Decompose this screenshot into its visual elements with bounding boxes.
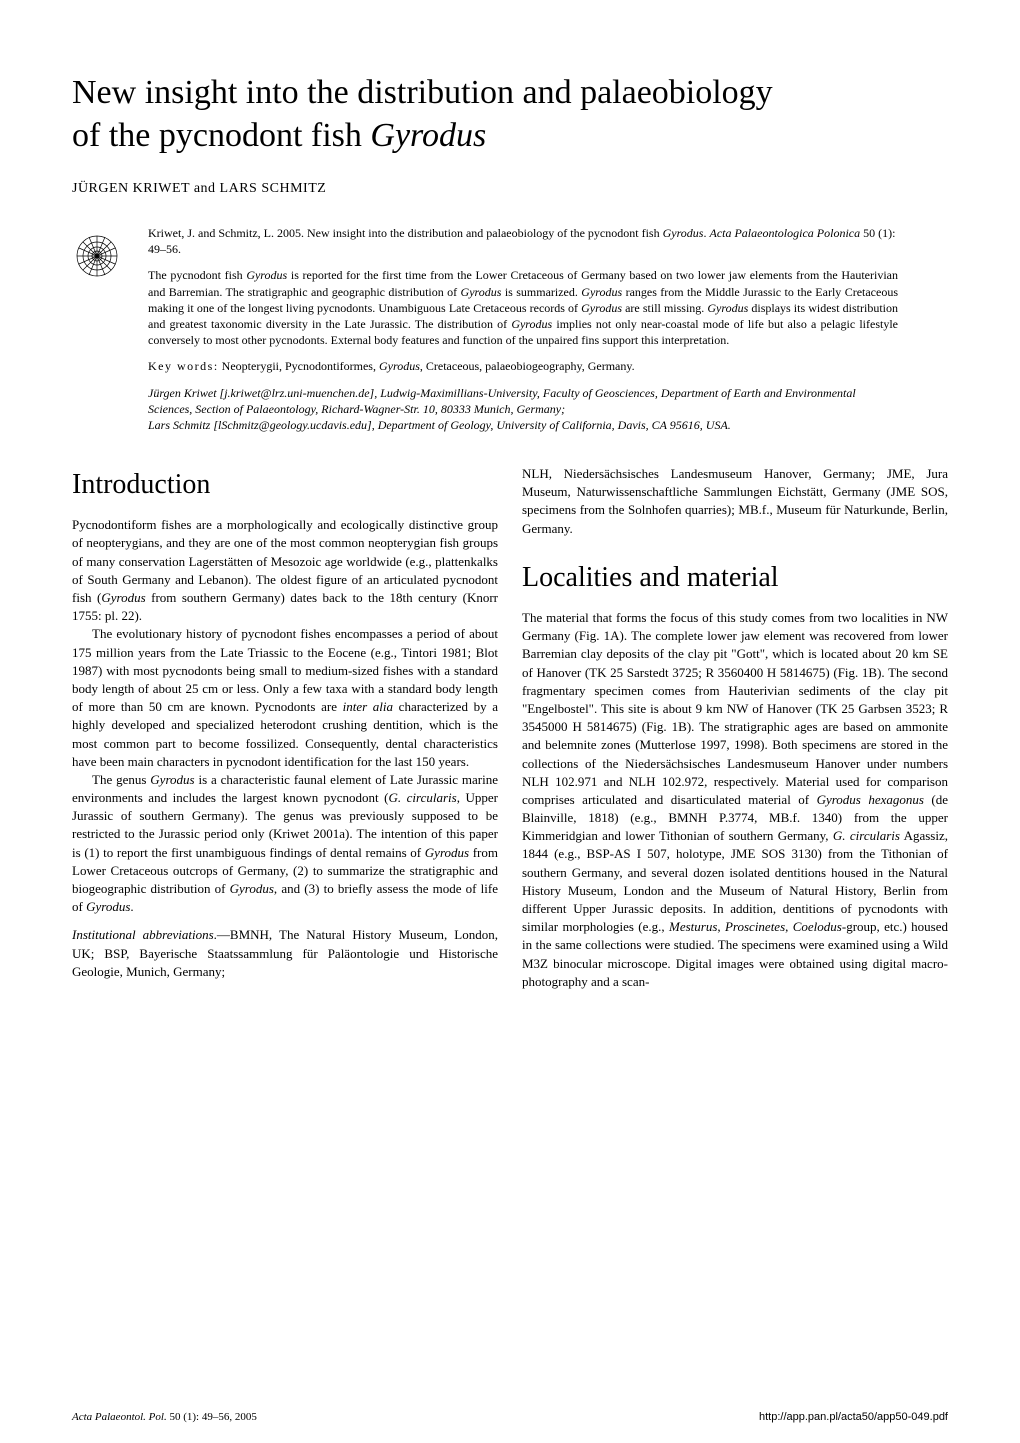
keywords-b: , Cretaceous, palaeobiogeography, German…: [420, 359, 635, 373]
loc-p1-it3: Mesturus: [669, 919, 717, 934]
footer-left: Acta Palaeontol. Pol. 50 (1): 49–56, 200…: [72, 1411, 257, 1423]
abs-1f: Gyrodus: [581, 285, 622, 299]
footer-volume: 50 (1): 49–56, 2005: [167, 1411, 257, 1423]
left-column: Introduction Pycnodontiform fishes are a…: [72, 465, 498, 991]
intro-p3-it3: Gyrodus: [425, 845, 469, 860]
abs-1b: Gyrodus: [246, 268, 287, 282]
loc-p1-it4: Proscinetes: [725, 919, 785, 934]
abs-1i: are still missing.: [622, 301, 707, 315]
citation-journal: Acta Palaeontologica Polonica: [709, 226, 860, 240]
keywords-a: Neopterygii, Pycnodontiformes,: [219, 359, 379, 373]
article-title: New insight into the distribution and pa…: [72, 72, 948, 157]
page-footer: Acta Palaeontol. Pol. 50 (1): 49–56, 200…: [72, 1411, 948, 1423]
abs-1a: The pycnodont fish: [148, 268, 246, 282]
localities-p1: The material that forms the focus of thi…: [522, 609, 948, 991]
loc-p1e: ,: [785, 919, 793, 934]
intro-heading: Introduction: [72, 465, 498, 504]
abs-1d: Gyrodus: [461, 285, 502, 299]
intro-p3f: .: [130, 899, 133, 914]
loc-p1-it1: Gyrodus hexagonus: [817, 792, 924, 807]
affiliation-2: Lars Schmitz [lSchmitz@geology.ucdavis.e…: [148, 418, 731, 432]
intro-p3-it1: Gyrodus: [150, 772, 194, 787]
authors: JÜRGEN KRIWET and LARS SCHMITZ: [72, 181, 948, 197]
loc-p1a: The material that forms the focus of thi…: [522, 610, 948, 807]
right-column: NLH, Niedersächsisches Landesmuseum Hano…: [522, 465, 948, 991]
abstract-block: Kriwet, J. and Schmitz, L. 2005. New ins…: [72, 225, 948, 433]
title-genus: Gyrodus: [370, 117, 486, 154]
intro-p3a: The genus: [92, 772, 150, 787]
intro-p4: Institutional abbreviations.—BMNH, The N…: [72, 926, 498, 981]
title-line2-prefix: of the pycnodont fish: [72, 117, 370, 154]
intro-p3-it2: G. circularis: [388, 790, 456, 805]
inst-abbrev-continued: NLH, Niedersächsisches Landesmuseum Hano…: [522, 465, 948, 538]
intro-p3: The genus Gyrodus is a characteristic fa…: [72, 771, 498, 917]
abs-1h: Gyrodus: [581, 301, 622, 315]
intro-p2: The evolutionary history of pycnodont fi…: [72, 625, 498, 771]
localities-heading: Localities and material: [522, 558, 948, 597]
abs-1j: Gyrodus: [707, 301, 748, 315]
abstract-content: Kriwet, J. and Schmitz, L. 2005. New ins…: [138, 225, 948, 433]
journal-logo-icon: [72, 229, 122, 284]
affiliations: Jürgen Kriwet [j.kriwet@lrz.uni-muenchen…: [148, 385, 898, 434]
intro-p3-it4: Gyrodus: [230, 881, 274, 896]
abs-1l: Gyrodus: [511, 317, 552, 331]
affiliation-1: Jürgen Kriwet [j.kriwet@lrz.uni-muenchen…: [148, 386, 856, 416]
loc-p1d: ,: [717, 919, 725, 934]
keywords: Key words: Neopterygii, Pycnodontiformes…: [148, 358, 898, 374]
intro-p3-it5: Gyrodus: [86, 899, 130, 914]
footer-url: http://app.pan.pl/acta50/app50-049.pdf: [759, 1411, 948, 1423]
intro-p1-it: Gyrodus: [101, 590, 145, 605]
loc-p1-it2: G. circularis: [833, 828, 900, 843]
loc-p1-it5: Coelodus: [793, 919, 842, 934]
intro-p2-it: inter alia: [343, 699, 393, 714]
citation-genus: Gyrodus: [663, 226, 704, 240]
citation-text: Kriwet, J. and Schmitz, L. 2005. New ins…: [148, 226, 663, 240]
abs-1e: is summarized.: [501, 285, 581, 299]
keywords-genus: Gyrodus: [379, 359, 420, 373]
footer-journal: Acta Palaeontol. Pol.: [72, 1411, 167, 1423]
title-line1: New insight into the distribution and pa…: [72, 74, 773, 111]
abstract-text: The pycnodont fish Gyrodus is reported f…: [148, 267, 898, 348]
keywords-label: Key words:: [148, 359, 219, 373]
intro-p1: Pycnodontiform fishes are a morphologica…: [72, 516, 498, 625]
body-columns: Introduction Pycnodontiform fishes are a…: [72, 465, 948, 991]
citation: Kriwet, J. and Schmitz, L. 2005. New ins…: [148, 225, 898, 257]
inst-abbrev-label: Institutional abbreviations: [72, 927, 214, 942]
